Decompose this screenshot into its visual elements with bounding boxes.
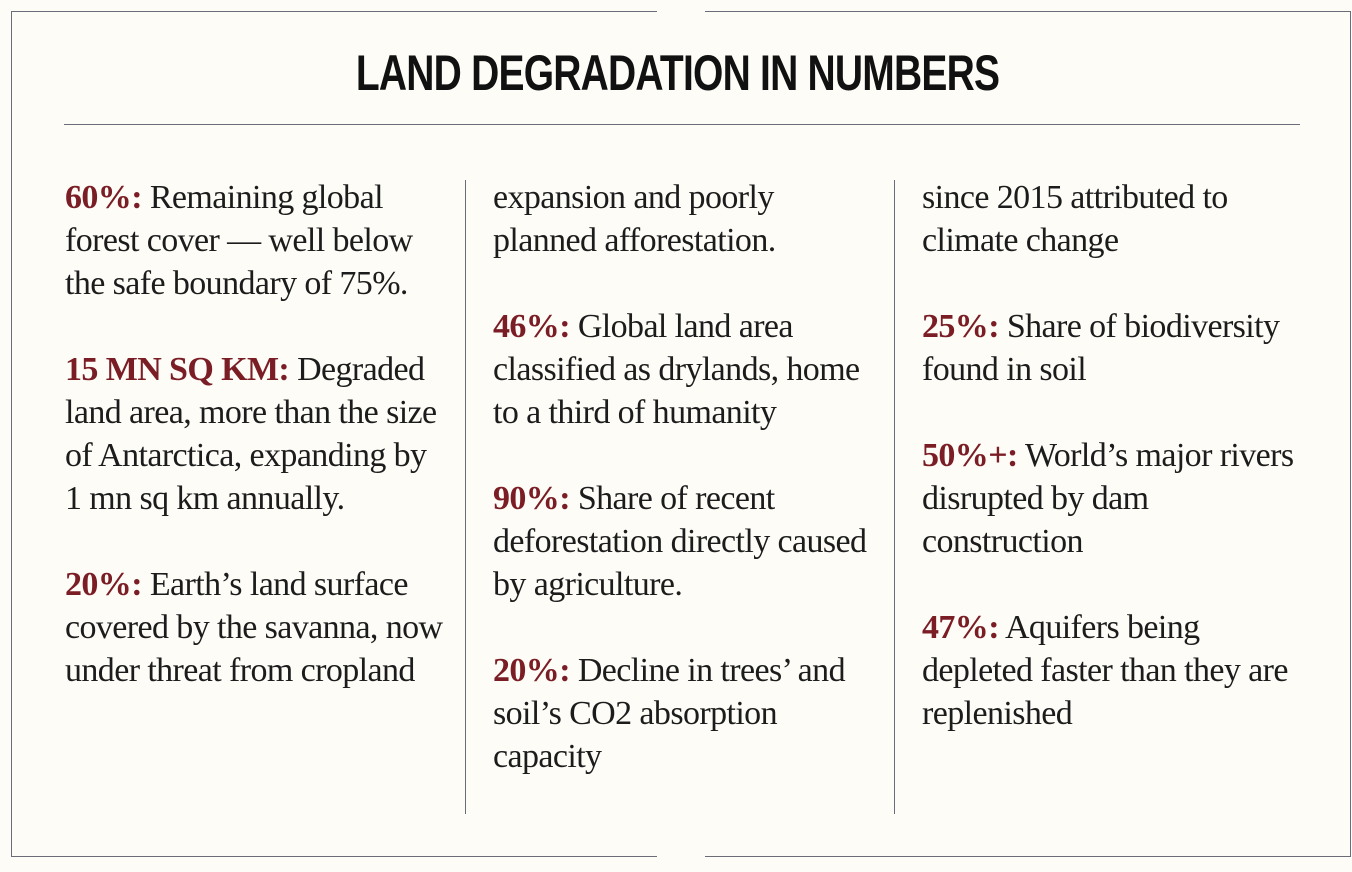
page-title: LAND DEGRADATION IN NUMBERS [355,45,1000,101]
fact-text: Global land area classified as drylands,… [493,308,860,431]
fact-stat: 20%: [65,566,143,603]
fact-stat: 90%: [493,480,571,517]
column-divider-2 [894,180,895,814]
fact-item: 46%: Global land area classified as dryl… [493,305,878,434]
fact-text: expansion and poorly planned afforestati… [493,179,776,259]
fact-item: 25%: Share of biodiversity found in soil [922,305,1307,391]
fact-text: Remaining global forest cover — well bel… [65,179,413,302]
title-divider [64,124,1300,125]
fact-item: 20%: Decline in trees’ and soil’s CO2 ab… [493,649,878,778]
fact-text: Share of biodiversity found in soil [922,308,1280,388]
fact-text: Share of recent deforestation directly c… [493,480,867,603]
fact-text: World’s major rivers disrupted by dam co… [922,437,1294,560]
fact-item: 90%: Share of recent deforestation direc… [493,477,878,606]
fact-item: 20%: Earth’s land surface covered by the… [65,563,450,692]
fact-stat: 50%+: [922,437,1018,474]
fact-text: Decline in trees’ and soil’s CO2 absorpt… [493,652,846,775]
fact-stat: 25%: [922,308,1000,345]
fact-item: 50%+: World’s major rivers disrupted by … [922,434,1307,563]
infographic-frame [11,11,1351,857]
fact-item: expansion and poorly planned afforestati… [493,176,878,262]
fact-text: since 2015 attributed to climate change [922,179,1228,259]
fact-stat: 15 MN SQ KM: [65,351,290,388]
column-2: expansion and poorly planned afforestati… [493,176,878,821]
fact-text: Aquifers being depleted faster than they… [922,609,1288,732]
fact-item: since 2015 attributed to climate change [922,176,1307,262]
fact-stat: 46%: [493,308,571,345]
fact-text: Earth’s land surface covered by the sava… [65,566,443,689]
fact-item: 47%: Aquifers being depleted faster than… [922,606,1307,735]
fact-item: 60%: Remaining global forest cover — wel… [65,176,450,305]
fact-stat: 20%: [493,652,571,689]
fact-item: 15 MN SQ KM: Degraded land area, more th… [65,348,450,520]
frame-gap-top [657,8,705,16]
frame-gap-bottom [657,853,705,861]
fact-stat: 60%: [65,179,143,216]
fact-text: Degraded land area, more than the size o… [65,351,437,517]
column-divider-1 [465,180,466,814]
column-1: 60%: Remaining global forest cover — wel… [65,176,450,735]
column-3: since 2015 attributed to climate change … [922,176,1307,778]
fact-stat: 47%: [922,609,1000,646]
